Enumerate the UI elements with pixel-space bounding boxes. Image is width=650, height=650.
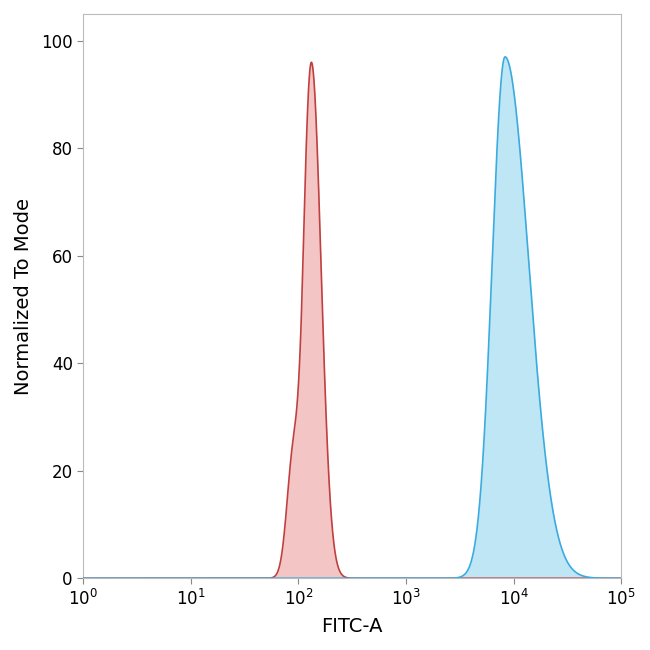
Y-axis label: Normalized To Mode: Normalized To Mode (14, 198, 33, 395)
X-axis label: FITC-A: FITC-A (322, 617, 383, 636)
